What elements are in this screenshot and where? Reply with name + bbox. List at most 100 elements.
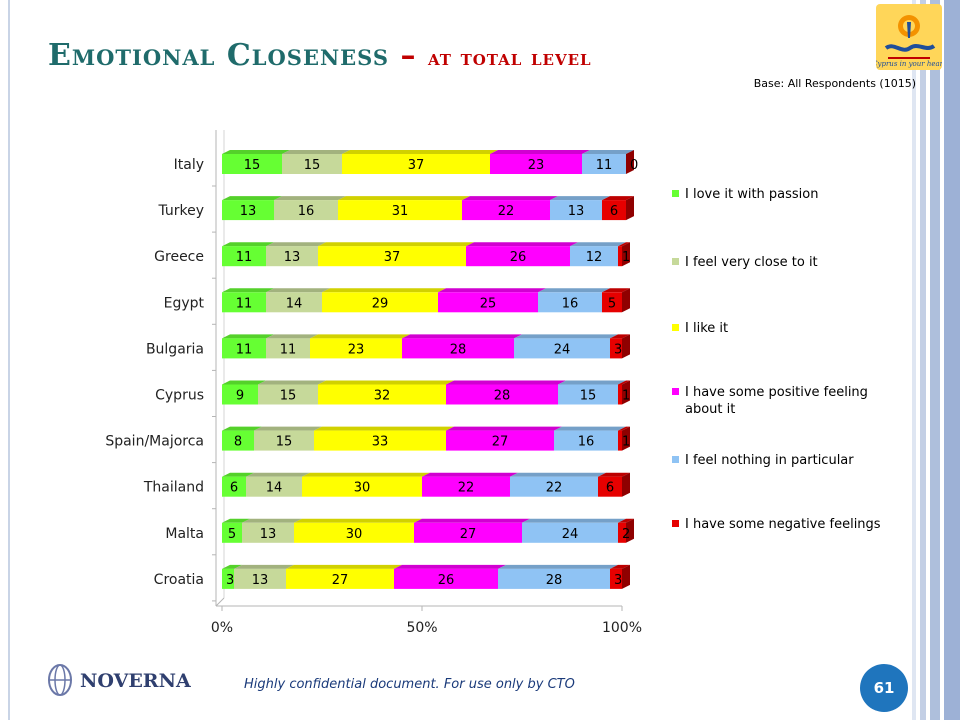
bar-front-face xyxy=(266,338,310,359)
bar-top-face xyxy=(550,196,610,201)
bar-front-face xyxy=(222,568,234,589)
data-label: 16 xyxy=(578,435,595,450)
bar-front-face xyxy=(222,292,266,313)
bar-front-face xyxy=(302,476,422,497)
data-label: 26 xyxy=(510,250,527,265)
bar-side-face xyxy=(626,150,634,174)
title-sub: at total level xyxy=(427,45,592,71)
bar-front-face xyxy=(222,522,242,543)
bar-top-face xyxy=(266,242,326,247)
bar-front-face xyxy=(234,568,286,589)
bar-front-face xyxy=(514,338,610,359)
category-label: Greece xyxy=(154,249,204,265)
bar-segment: 37 xyxy=(318,242,474,267)
bar-top-face xyxy=(302,472,430,477)
x-tick-labels: 0% 50% 100% xyxy=(211,620,642,636)
bar-top-face xyxy=(462,196,558,201)
bar-segment: 24 xyxy=(514,334,618,359)
bar-top-face xyxy=(414,518,530,523)
bar-segment: 3 xyxy=(610,334,630,359)
data-label: 13 xyxy=(252,573,269,588)
data-label: 14 xyxy=(286,296,303,311)
data-label: 27 xyxy=(332,573,349,588)
bar-segment: 13 xyxy=(222,196,282,221)
bar-segment: 15 xyxy=(222,150,290,174)
bar-segment: 13 xyxy=(242,518,302,543)
bar-top-face xyxy=(254,426,322,431)
bar-front-face xyxy=(254,430,314,451)
data-label: 30 xyxy=(354,481,371,496)
legend-label: I feel very close to it xyxy=(685,255,818,270)
bar-segment: 8 xyxy=(222,426,262,451)
bar-front-face xyxy=(322,292,438,313)
bar-segment: 33 xyxy=(314,426,454,451)
bar-segment: 24 xyxy=(522,518,626,543)
bar-top-face xyxy=(222,242,274,247)
data-label: 27 xyxy=(492,435,509,450)
left-rule xyxy=(8,0,10,720)
data-label: 0 xyxy=(630,158,638,173)
category-label: Bulgaria xyxy=(146,341,204,357)
data-label: 33 xyxy=(372,435,389,450)
bar-top-face xyxy=(438,288,546,293)
bar-front-face xyxy=(286,568,394,589)
bar-top-face xyxy=(510,472,606,477)
bar-top-face xyxy=(402,334,522,339)
bar-segment: 11 xyxy=(222,242,274,267)
bar-front-face xyxy=(310,338,402,359)
bar-top-face xyxy=(466,242,578,247)
bar-segment: 3 xyxy=(222,564,242,589)
bar-front-face xyxy=(246,476,302,497)
bar-segment: 15 xyxy=(258,380,326,405)
bar-top-face xyxy=(222,472,254,477)
cyprus-logo: Cyprus in your heart xyxy=(872,4,946,70)
noverna-logo: NOVERNA xyxy=(30,650,198,708)
bar-top-face xyxy=(318,380,454,385)
bar-front-face xyxy=(550,200,602,221)
bar-top-face xyxy=(490,150,590,154)
data-label: 13 xyxy=(568,204,585,219)
bar-segment: 11 xyxy=(222,288,274,313)
bar-top-face xyxy=(618,380,630,385)
bar-segment: 22 xyxy=(422,472,518,497)
cyprus-logo-text: Cyprus in your heart xyxy=(876,60,942,68)
legend-label: I like it xyxy=(685,321,729,336)
bar-segment: 1 xyxy=(618,426,630,451)
data-label: 25 xyxy=(480,296,497,311)
bar-top-face xyxy=(618,518,634,523)
data-label: 8 xyxy=(234,435,242,450)
title-main: Emotional Closeness xyxy=(48,38,390,73)
bar-segment: 12 xyxy=(570,242,626,267)
data-label: 13 xyxy=(284,250,301,265)
floor-edge xyxy=(215,597,225,607)
bar-top-face xyxy=(222,334,274,339)
bar-segment: 1 xyxy=(618,242,630,267)
data-label: 37 xyxy=(408,158,425,173)
data-label: 28 xyxy=(494,389,511,404)
bar-front-face xyxy=(402,338,514,359)
bar-top-face xyxy=(274,196,346,201)
bar-segment: 27 xyxy=(286,564,402,589)
data-label: 28 xyxy=(450,342,467,357)
data-label: 1 xyxy=(622,435,630,450)
bar-segment: 26 xyxy=(394,564,506,589)
footer-note: Highly confidential document. For use on… xyxy=(244,677,575,692)
category-label: Thailand xyxy=(143,480,204,496)
bar-front-face xyxy=(558,384,618,405)
bar-top-face xyxy=(294,518,422,523)
bar-top-face xyxy=(222,518,250,523)
bar-segment: 27 xyxy=(414,518,530,543)
bar-front-face xyxy=(222,338,266,359)
data-label: 14 xyxy=(266,481,283,496)
bar-top-face xyxy=(266,288,330,293)
bar-top-face xyxy=(258,380,326,385)
data-label: 1 xyxy=(622,389,630,404)
bar-segment: 11 xyxy=(266,334,318,359)
data-label: 9 xyxy=(236,389,244,404)
bar-segment: 16 xyxy=(274,196,346,221)
bar-segment: 29 xyxy=(322,288,446,313)
data-label: 27 xyxy=(460,527,477,542)
legend-swatch xyxy=(672,388,679,395)
bar-front-face xyxy=(498,568,610,589)
